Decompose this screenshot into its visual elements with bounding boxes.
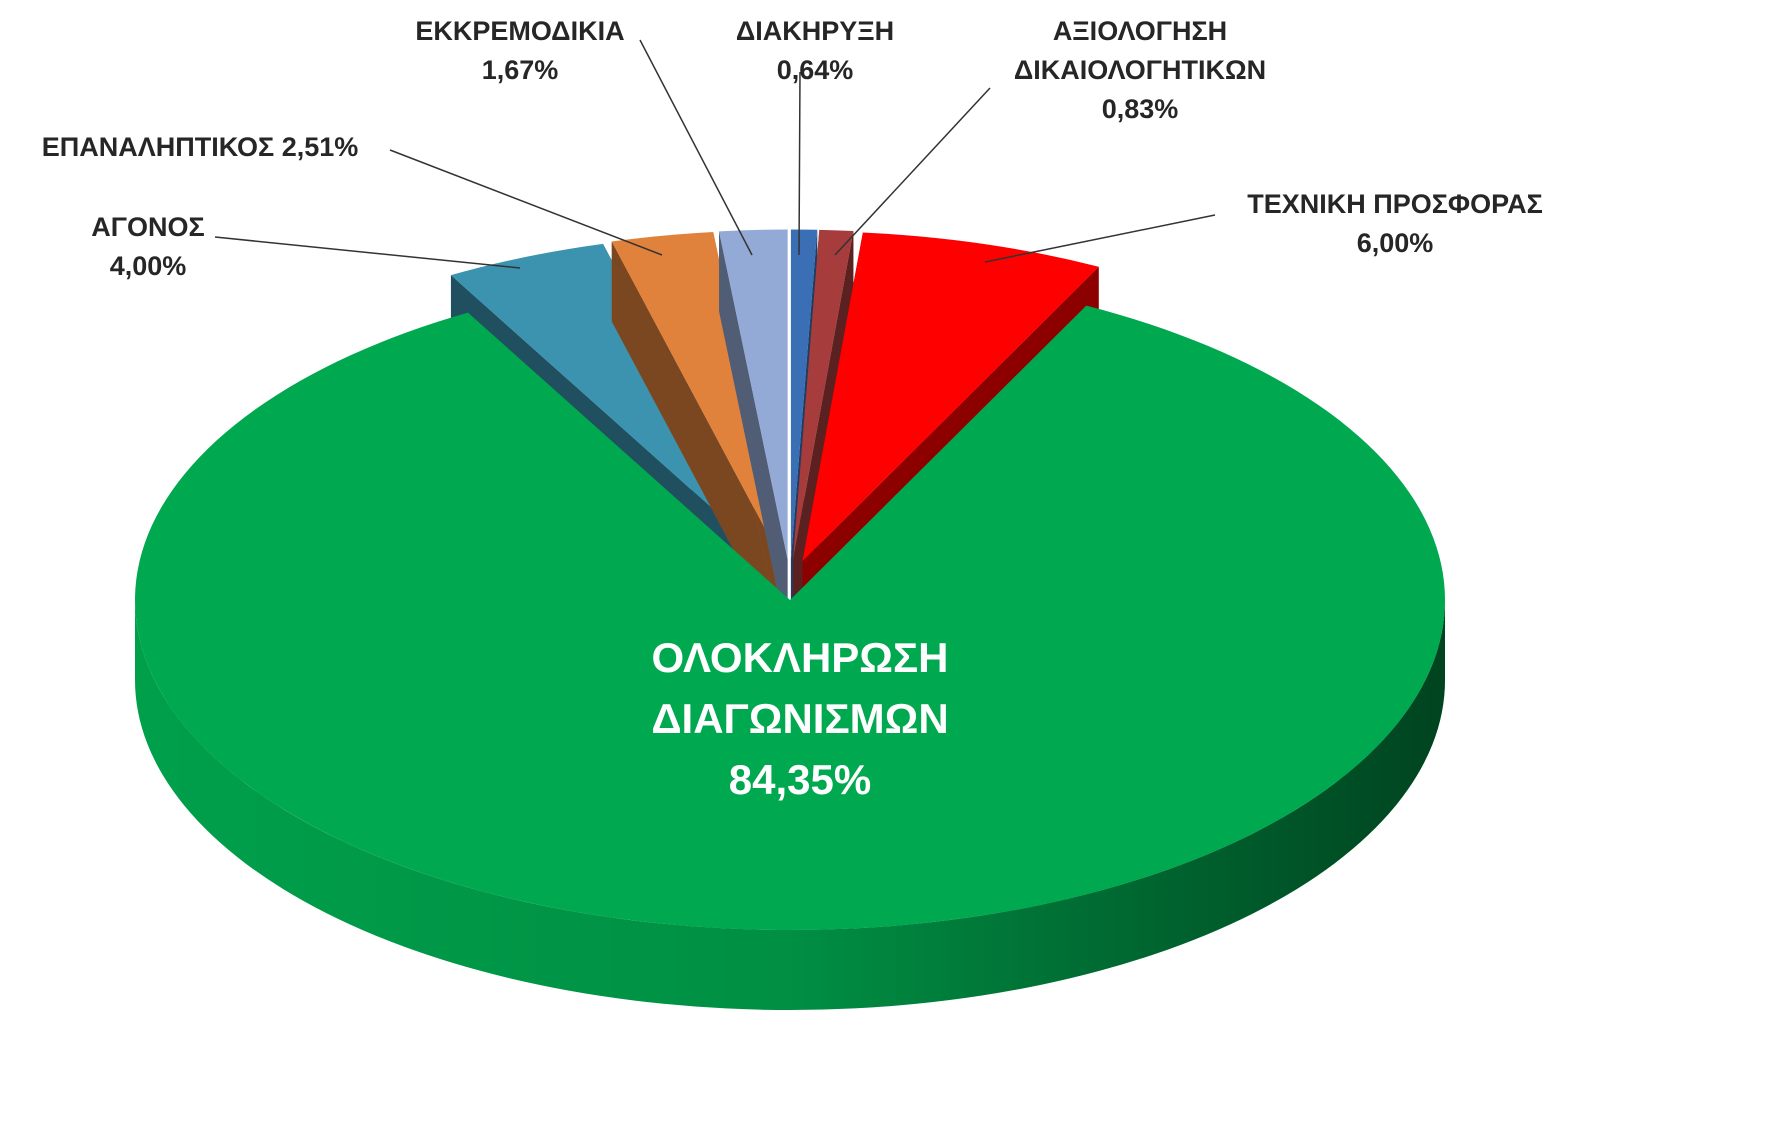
leader-line (798, 71, 801, 256)
leader-line (639, 39, 753, 256)
category-label: ΔΙΑΚΗΡΥΞΗ (735, 16, 895, 46)
category-label: ΑΓΟΝΟΣ (91, 212, 205, 242)
slice (792, 229, 854, 560)
value-label: 4,00% (109, 251, 187, 282)
leader-line (389, 149, 663, 256)
slice (450, 243, 773, 563)
data-label: ΕΚΚΡΕΜΟΔΙΚΙΑ 1,67% (370, 12, 670, 90)
slice (790, 229, 818, 560)
slice (719, 229, 788, 560)
leader-line (834, 87, 991, 256)
value-label: 6,00% (1356, 228, 1434, 259)
slice (802, 232, 1099, 562)
data-label: ΕΠΑΝΑΛΗΠΤΙΚΟΣ 2,51% (0, 128, 410, 167)
category-label: ΕΚΚΡΕΜΟΔΙΚΙΑ (415, 16, 625, 46)
data-label: ΟΛΟΚΛΗΡΩΣΗ ΔΙΑΓΩΝΙΣΜΩΝ 84,35% (590, 628, 1010, 811)
category-label: ΤΕΧΝΙΚΗ ΠΡΟΣΦΟΡΑΣ (1247, 189, 1543, 219)
leader-line (984, 214, 1216, 263)
data-label: ΤΕΧΝΙΚΗ ΠΡΟΣΦΟΡΑΣ 6,00% (1195, 185, 1595, 263)
slice-wall-shade (611, 241, 782, 641)
value-label: 84,35% (728, 755, 872, 803)
data-label: ΔΙΑΚΗΡΥΞΗ 0,64% (685, 12, 945, 90)
category-label: ΟΛΟΚΛΗΡΩΣΗ ΔΙΑΓΩΝΙΣΜΩΝ (651, 634, 949, 742)
category-label: ΑΞΙΟΛΟΓΗΣΗ ΔΙΚΑΙΟΛΟΓΗΤΙΚΩΝ (1013, 16, 1267, 86)
value-label: 2,51% (281, 132, 359, 162)
leader-line (214, 236, 521, 269)
value-label: 0,64% (776, 55, 854, 86)
slice-wall-shade (719, 231, 788, 640)
value-label: 0,83% (1101, 94, 1179, 125)
slice-wall (719, 231, 788, 640)
value-label: 1,67% (481, 55, 559, 86)
category-label: ΕΠΑΝΑΛΗΠΤΙΚΟΣ (41, 132, 275, 162)
data-label: ΑΓΟΝΟΣ 4,00% (58, 208, 238, 286)
data-label: ΑΞΙΟΛΟΓΗΣΗ ΔΙΚΑΙΟΛΟΓΗΤΙΚΩΝ 0,83% (970, 12, 1310, 129)
slice-side-shade (135, 600, 1445, 1010)
slice (611, 231, 782, 561)
slice-wall (611, 241, 782, 641)
slice (135, 305, 1446, 930)
